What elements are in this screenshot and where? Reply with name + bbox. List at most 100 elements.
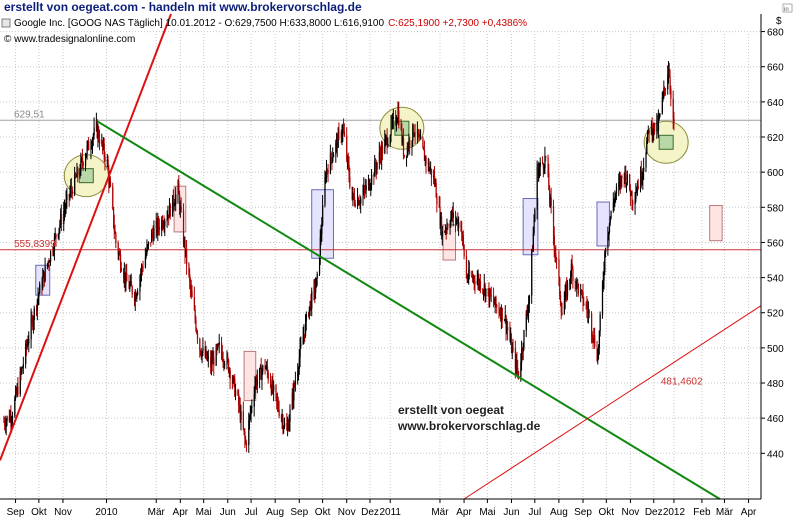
price-bar-body xyxy=(615,187,618,194)
price-bar-body xyxy=(234,378,236,396)
price-bar-body xyxy=(346,135,348,160)
price-bar-body xyxy=(157,220,159,232)
price-bar-body xyxy=(365,185,367,191)
price-bar-body xyxy=(276,394,278,401)
price-bar-body xyxy=(32,318,34,327)
price-bar-body xyxy=(207,358,209,360)
price-bar-body xyxy=(515,359,517,369)
price-bar-body xyxy=(229,369,231,380)
price-bar-body xyxy=(608,223,611,232)
price-bar-body xyxy=(228,359,230,372)
x-tick-label: Apr xyxy=(173,507,189,518)
price-bar-body xyxy=(300,344,302,347)
price-bar-body xyxy=(532,233,534,252)
price-bar-body xyxy=(591,334,594,339)
price-bar-body xyxy=(572,269,574,282)
price-bar-body xyxy=(577,279,579,285)
price-bar-body xyxy=(423,150,426,161)
price-bar-body xyxy=(200,354,203,357)
price-bar-body xyxy=(517,368,519,371)
price-bar-body xyxy=(47,261,49,264)
price-bar-body xyxy=(224,364,226,366)
price-bar-body xyxy=(439,206,441,226)
price-bar-body xyxy=(130,281,132,285)
price-bar-body xyxy=(456,219,458,221)
highlight-square xyxy=(78,168,94,184)
chart-menu-icon[interactable] xyxy=(1,18,11,28)
price-bar-body xyxy=(315,287,317,293)
price-bar-body xyxy=(659,113,661,116)
price-bar-body xyxy=(135,294,137,299)
price-bar-body xyxy=(495,297,497,306)
price-bar-body xyxy=(623,177,625,180)
price-bar-body xyxy=(402,137,405,155)
price-bar-body xyxy=(260,366,262,380)
price-bar-body xyxy=(200,350,202,355)
price-bar-body xyxy=(447,226,449,228)
x-tick-label: Aug xyxy=(550,507,568,518)
horizontal-line-label: 555,8399 xyxy=(14,239,56,250)
price-bar-body xyxy=(500,313,502,320)
price-bar-body xyxy=(591,313,593,335)
price-bar-body xyxy=(25,343,28,347)
price-bar-body xyxy=(237,390,239,394)
price-bar-body xyxy=(467,279,469,281)
price-bar-body xyxy=(210,357,212,368)
price-bar-body xyxy=(395,116,397,123)
price-bar-body xyxy=(452,212,454,218)
chart-background xyxy=(0,14,800,520)
price-bar-body xyxy=(533,221,535,234)
price-bar-body xyxy=(102,141,104,147)
price-bar-body xyxy=(215,346,217,366)
price-bar-body xyxy=(629,189,632,196)
price-bar-body xyxy=(217,344,219,349)
price-bar-body xyxy=(136,294,138,299)
price-bar-body xyxy=(173,205,175,207)
x-tick-label: Mai xyxy=(479,507,495,518)
price-bar-body xyxy=(17,386,19,395)
trendline xyxy=(463,305,762,500)
price-bar-body xyxy=(406,146,409,156)
price-bar-body xyxy=(400,125,402,130)
price-bar-body xyxy=(283,427,285,429)
price-bar-body xyxy=(48,261,50,263)
price-bar-body xyxy=(521,349,523,363)
price-bar-body xyxy=(320,233,322,238)
svg-text:in: in xyxy=(784,7,789,13)
x-tick-label: Sep xyxy=(290,507,308,518)
price-bar-body xyxy=(86,145,88,154)
price-bar-body xyxy=(273,385,275,391)
price-bar-body xyxy=(264,365,266,369)
price-bar-body xyxy=(359,203,361,205)
price-bar-body xyxy=(664,88,667,90)
price-bar-body xyxy=(74,173,77,177)
price-bar-body xyxy=(139,277,141,292)
price-bar-body xyxy=(332,157,334,162)
y-tick-label: 460 xyxy=(767,414,784,425)
price-bar-body xyxy=(50,251,52,262)
price-bar-body xyxy=(253,394,255,407)
price-bar-body xyxy=(390,121,392,136)
price-bar-body xyxy=(434,183,437,185)
price-bar-body xyxy=(211,359,213,364)
price-bar-body xyxy=(85,153,87,158)
price-bar-body xyxy=(325,169,328,178)
price-bar-body xyxy=(520,362,522,378)
price-bar-body xyxy=(337,132,339,148)
price-bar-body xyxy=(177,182,179,195)
price-bar-body xyxy=(282,418,284,429)
price-bar-body xyxy=(543,168,545,170)
price-bar-body xyxy=(36,299,39,310)
price-bar-body xyxy=(22,367,24,369)
price-bar-body xyxy=(527,312,529,314)
trendline xyxy=(96,120,721,500)
price-bar-body xyxy=(373,174,375,177)
price-bar-body xyxy=(340,132,342,138)
price-bar-body xyxy=(629,174,631,190)
y-tick-label: 520 xyxy=(767,309,784,320)
price-bar-body xyxy=(38,293,40,297)
price-bar-body xyxy=(646,141,648,154)
price-bar-body xyxy=(451,211,454,218)
price-bar-body xyxy=(565,286,567,292)
price-bar-body xyxy=(449,225,451,228)
